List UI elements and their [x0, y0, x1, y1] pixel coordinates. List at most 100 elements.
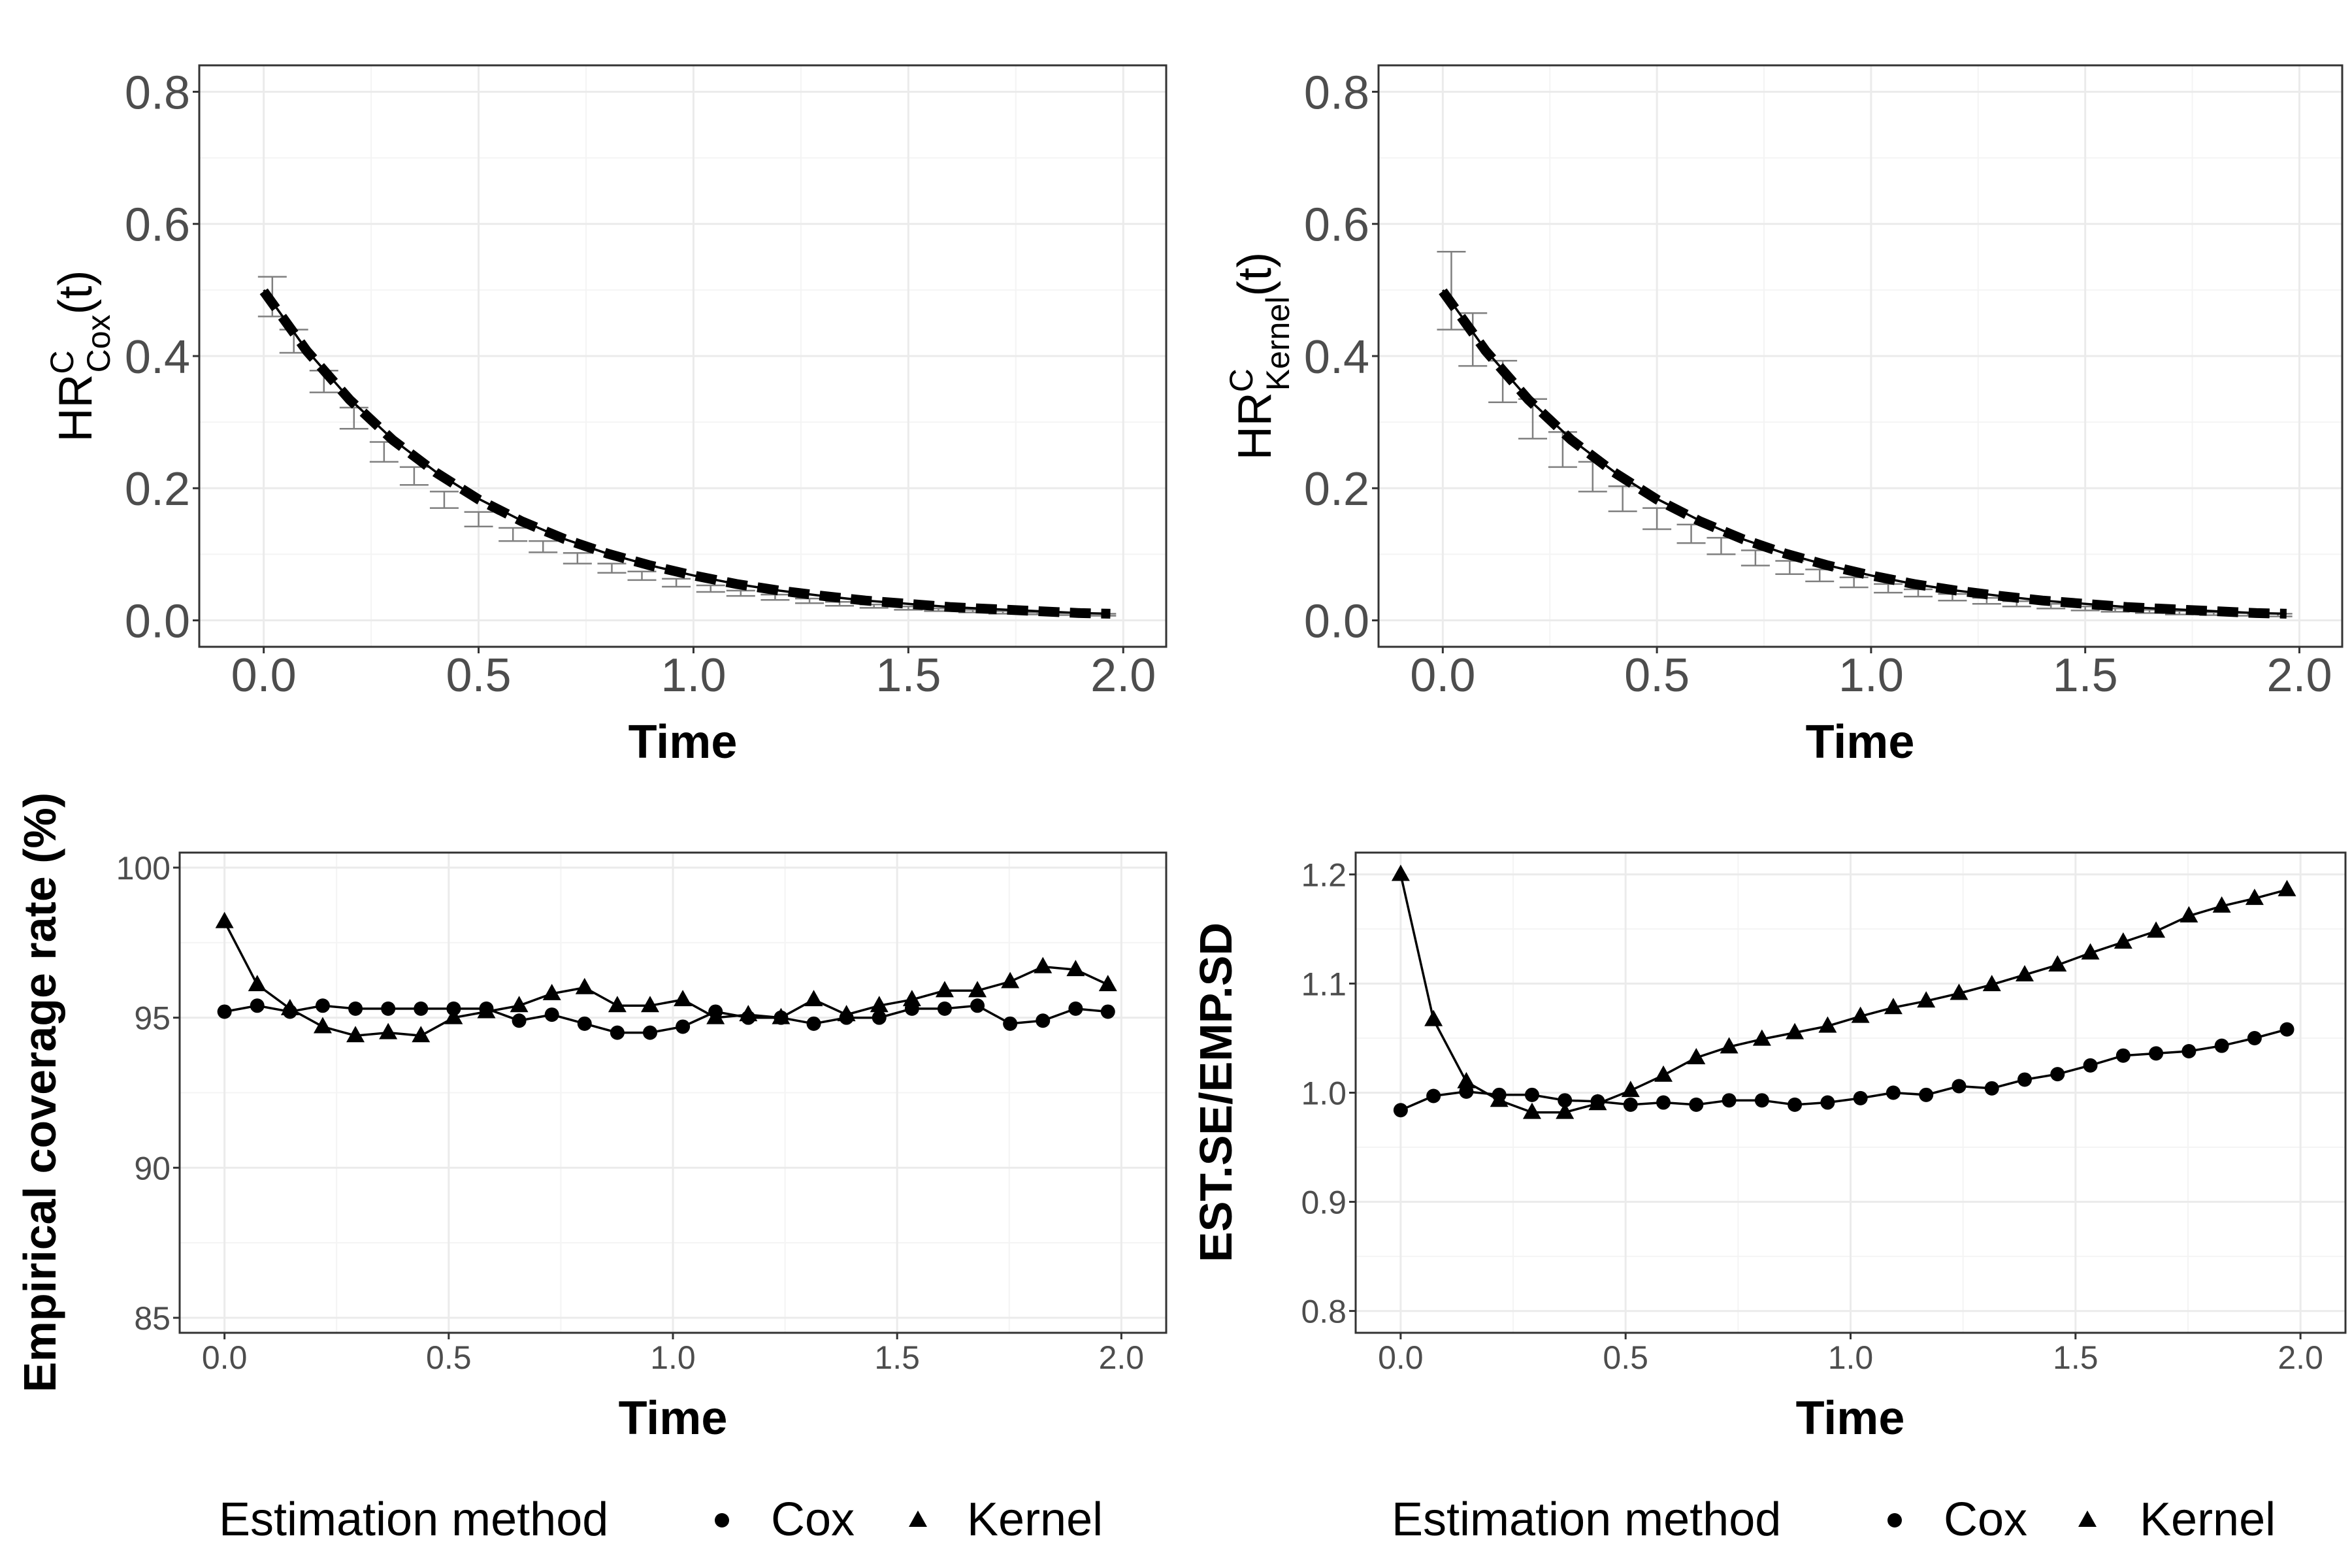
x-tick-label: 2.0: [1090, 649, 1156, 702]
hr-cox-x-title: Time: [629, 716, 738, 768]
point-kernel: [510, 996, 529, 1013]
error-bar: [1458, 312, 1488, 367]
x-tick-label: 1.0: [650, 1339, 696, 1376]
point-kernel: [575, 977, 594, 994]
y-tick-label: 0.2: [125, 463, 190, 515]
point-cox: [1100, 1004, 1115, 1019]
point-cox: [1754, 1093, 1769, 1108]
x-tick-label: 0.0: [231, 649, 297, 702]
point-kernel: [1556, 1102, 1575, 1119]
point-kernel: [1917, 991, 1936, 1008]
coverage-x-title: Time: [619, 1392, 728, 1445]
point-kernel: [902, 990, 921, 1007]
point-kernel: [837, 1005, 856, 1022]
y-tick-label: 0.6: [125, 199, 190, 252]
error-bar: [597, 563, 627, 574]
point-kernel: [1001, 972, 1020, 988]
coverage-lines: [223, 921, 1109, 1037]
y-tick-label: 100: [116, 850, 171, 887]
point-cox: [1068, 1001, 1083, 1016]
x-tick-label: 1.0: [1828, 1339, 1874, 1376]
legend-right-cox-label: Cox: [1944, 1494, 2027, 1546]
series-line-cox: [224, 1004, 1108, 1034]
point-kernel: [2245, 889, 2264, 906]
point-kernel: [1034, 956, 1053, 973]
legend-right: Estimation method Cox Kernel: [1392, 1494, 2276, 1546]
x-tick-label: 1.5: [2053, 649, 2118, 702]
error-bar: [1437, 250, 1466, 331]
se-ratio-y-title: EST.SE/EMP.SD: [1190, 923, 1241, 1262]
legend-right-kernel-marker: [2078, 1511, 2097, 1527]
point-kernel: [2081, 943, 2100, 960]
point-cox: [2279, 1022, 2295, 1037]
point-kernel: [477, 1002, 496, 1019]
hr-cox-y-title: HRCCox(t): [44, 270, 117, 442]
y-tick-label: 0.0: [125, 595, 190, 647]
error-bar: [627, 570, 657, 581]
point-cox: [1886, 1085, 1901, 1100]
hr-kernel-x-title: Time: [1806, 716, 1915, 768]
true-curve-line: [1441, 289, 2287, 615]
series-line-cox: [1400, 1028, 2287, 1111]
point-cox: [1722, 1093, 1737, 1108]
point-kernel: [1490, 1090, 1509, 1107]
point-kernel: [640, 996, 659, 1013]
y-tick-label: 0.4: [1304, 331, 1369, 384]
point-kernel: [935, 981, 954, 998]
se-ratio-x-ticks: 0.0 0.5 1.0 1.5 2.0: [1378, 1333, 2323, 1376]
point-cox: [381, 1001, 396, 1016]
point-kernel: [1457, 1071, 1476, 1088]
error-bar: [696, 584, 725, 593]
point-cox: [1820, 1095, 1835, 1110]
point-cox: [414, 1001, 429, 1016]
hr-kernel-lines: [1439, 288, 2287, 619]
coverage-markers: [215, 911, 1117, 1043]
point-cox: [2083, 1058, 2098, 1073]
point-cox: [970, 998, 985, 1013]
coverage-y-title: Empirical coverage rate (%): [14, 792, 65, 1392]
x-tick-label: 0.5: [1624, 649, 1690, 702]
point-cox: [348, 1001, 363, 1016]
point-kernel: [804, 990, 823, 1007]
point-cox: [1036, 1013, 1051, 1028]
y-tick-label: 0.2: [1304, 463, 1369, 515]
point-cox: [2050, 1067, 2065, 1082]
point-cox: [937, 1001, 952, 1016]
point-kernel: [870, 996, 889, 1013]
point-cox: [1003, 1016, 1018, 1031]
y-tick-label: 90: [134, 1150, 171, 1186]
point-kernel: [1786, 1022, 1805, 1039]
error-bar: [662, 578, 691, 588]
point-cox: [315, 998, 330, 1013]
point-cox: [2149, 1046, 2164, 1061]
point-kernel: [1982, 975, 2001, 992]
legend-left-cox-label: Cox: [771, 1494, 855, 1546]
se-ratio-grid: [1356, 853, 2345, 1333]
error-bar: [498, 527, 528, 542]
x-tick-label: 0.5: [426, 1339, 472, 1376]
point-cox: [610, 1025, 625, 1040]
x-tick-label: 1.5: [875, 649, 941, 702]
x-tick-label: 1.0: [661, 649, 726, 702]
point-kernel: [608, 996, 627, 1013]
error-bar: [726, 589, 755, 597]
point-cox: [2181, 1044, 2197, 1059]
point-cox: [1689, 1097, 1704, 1112]
point-kernel: [2114, 932, 2132, 949]
legend-left: Estimation method Cox Kernel: [219, 1494, 1103, 1546]
legend-left-title: Estimation method: [219, 1494, 608, 1546]
point-kernel: [444, 1007, 463, 1024]
point-kernel: [1884, 998, 1903, 1015]
point-cox: [872, 1010, 887, 1025]
point-kernel: [2212, 896, 2231, 913]
point-kernel: [1654, 1065, 1673, 1082]
point-cox: [1623, 1097, 1638, 1112]
point-kernel: [739, 1005, 758, 1022]
point-kernel: [248, 975, 267, 992]
x-tick-label: 1.5: [874, 1339, 920, 1376]
point-kernel: [968, 981, 987, 998]
point-kernel: [2048, 955, 2067, 972]
series-line-kernel: [223, 921, 1109, 1037]
x-tick-label: 0.0: [202, 1339, 248, 1376]
hr-cox-x-ticks: 0.0 0.5 1.0 1.5 2.0: [231, 647, 1156, 702]
